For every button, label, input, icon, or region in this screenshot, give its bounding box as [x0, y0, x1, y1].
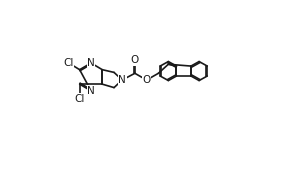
Text: Cl: Cl [63, 58, 74, 68]
Text: N: N [87, 58, 95, 68]
Text: O: O [131, 55, 139, 65]
Text: O: O [142, 75, 151, 85]
Text: Cl: Cl [74, 94, 85, 104]
Text: N: N [87, 86, 95, 96]
Text: N: N [118, 75, 126, 85]
